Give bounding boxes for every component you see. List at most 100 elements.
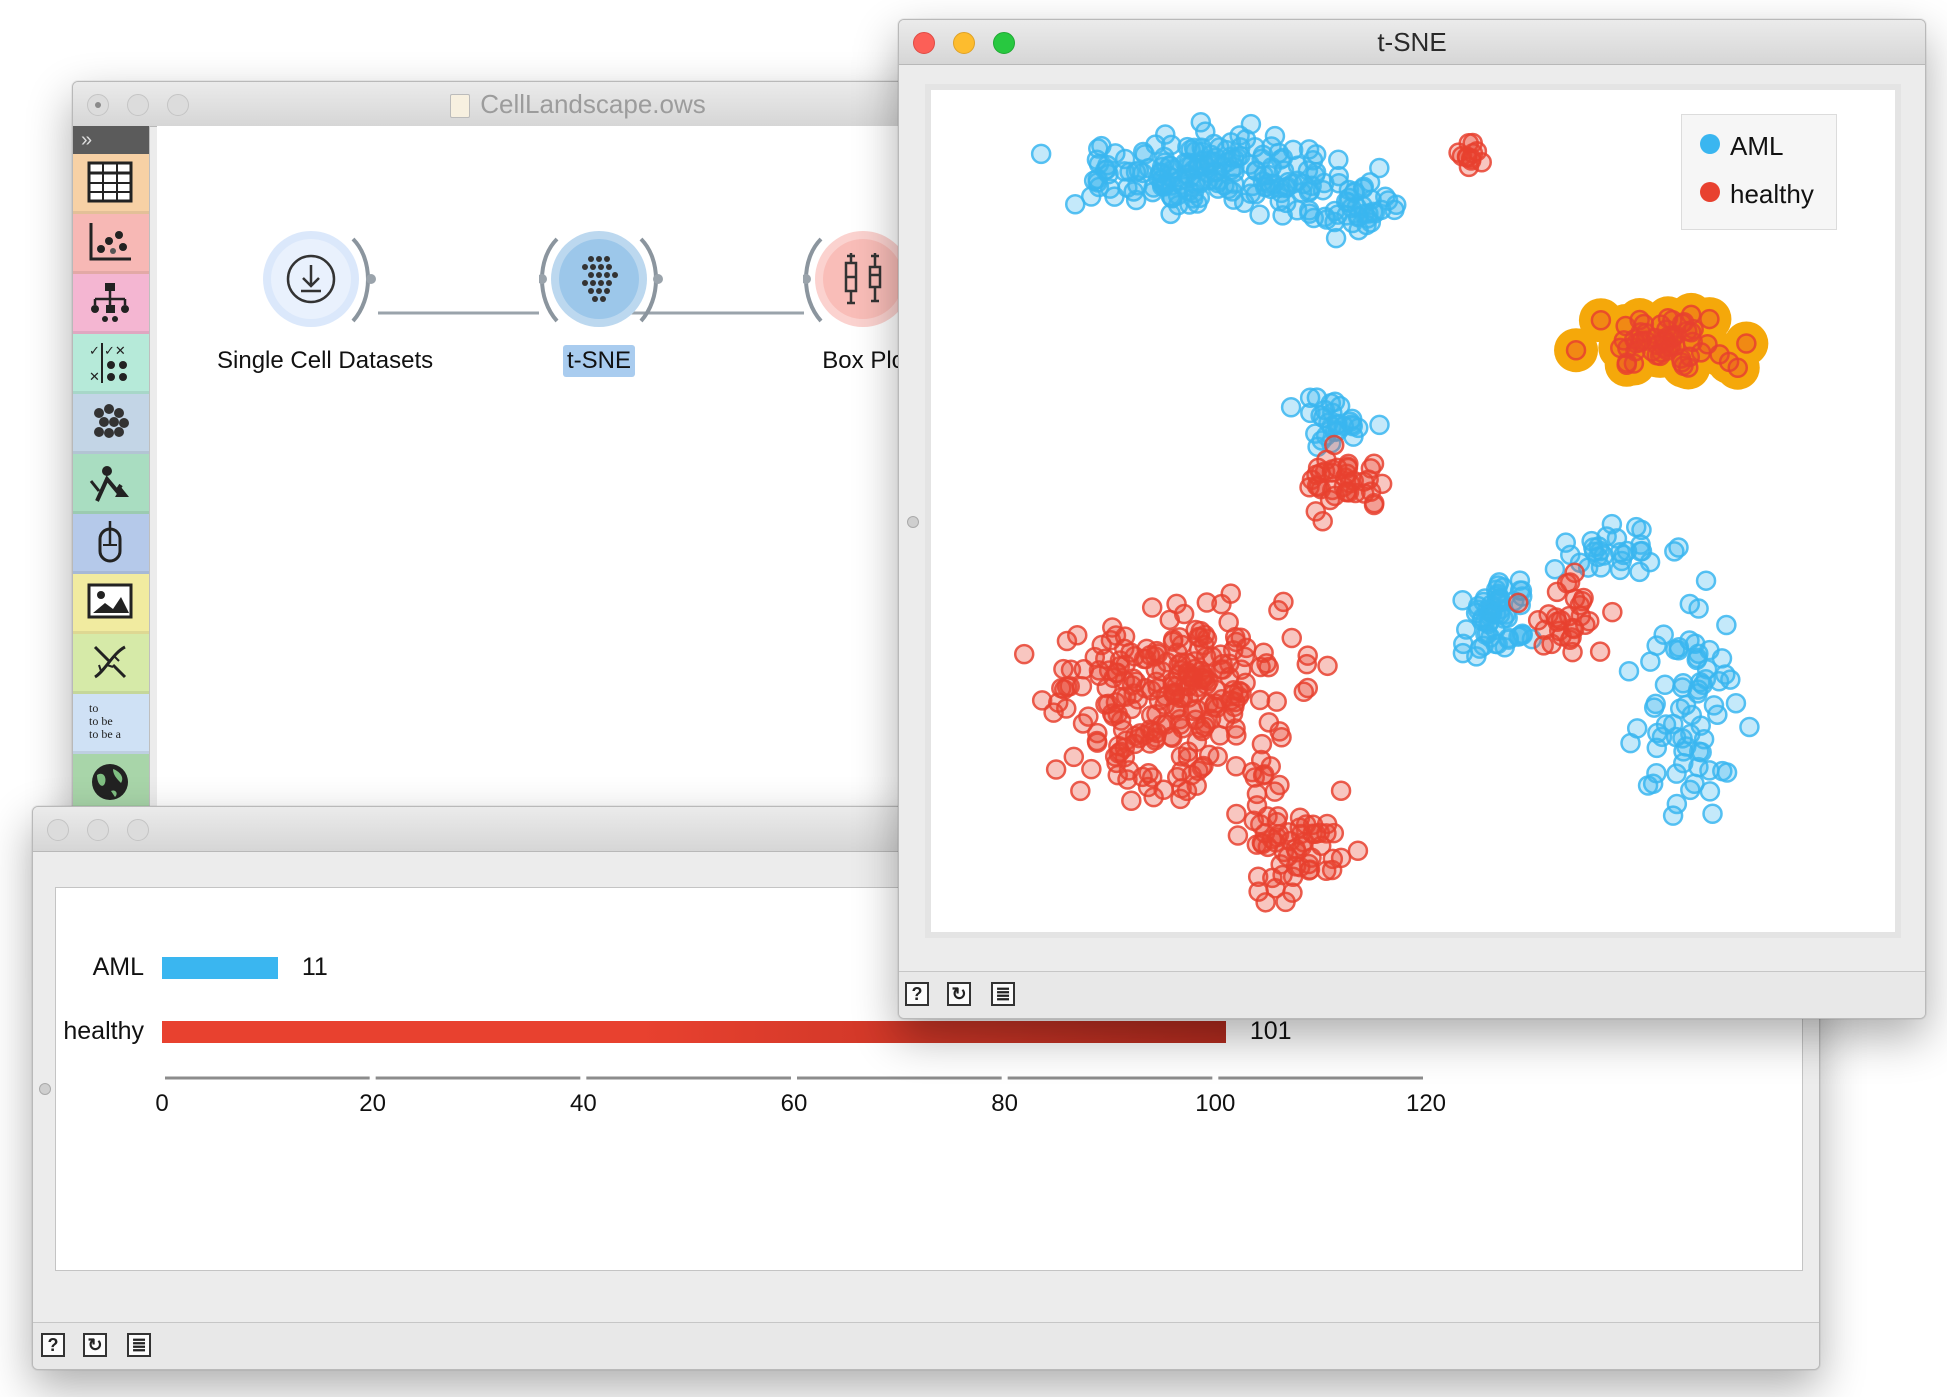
point-aml[interactable] — [1299, 387, 1321, 409]
point-healthy[interactable] — [1305, 501, 1327, 522]
point-healthy[interactable] — [1225, 631, 1247, 653]
point-aml[interactable] — [1708, 671, 1730, 692]
close-button[interactable] — [87, 94, 109, 116]
point-healthy[interactable] — [1103, 705, 1124, 727]
point-healthy[interactable] — [1081, 758, 1102, 780]
point-aml[interactable] — [1291, 182, 1313, 203]
point-aml[interactable] — [1699, 781, 1721, 802]
point-aml[interactable] — [1375, 186, 1396, 207]
point-healthy[interactable] — [1257, 806, 1278, 827]
point-aml[interactable] — [1324, 391, 1346, 412]
point-healthy[interactable] — [1655, 332, 1677, 354]
point-aml[interactable] — [1665, 639, 1686, 660]
point-aml[interactable] — [1220, 146, 1242, 168]
point-aml[interactable] — [1645, 693, 1666, 715]
point-aml[interactable] — [1160, 203, 1181, 225]
point-healthy[interactable] — [1251, 733, 1273, 755]
point-healthy[interactable] — [1629, 332, 1650, 353]
point-healthy[interactable] — [1194, 624, 1216, 646]
point-aml[interactable] — [1452, 590, 1473, 611]
point-healthy[interactable] — [1556, 573, 1578, 594]
point-aml[interactable] — [1690, 715, 1711, 736]
point-aml[interactable] — [1254, 176, 1276, 198]
point-healthy[interactable] — [1056, 698, 1077, 719]
toolbox-category-evaluate[interactable]: ✓ ✓✕ ✕ — [73, 334, 149, 394]
point-healthy[interactable] — [1364, 492, 1385, 514]
point-aml[interactable] — [1581, 530, 1602, 552]
point-healthy[interactable] — [1317, 655, 1338, 677]
point-healthy[interactable] — [1533, 635, 1554, 656]
point-healthy[interactable] — [1236, 637, 1257, 659]
point-aml[interactable] — [1688, 598, 1709, 619]
point-aml[interactable] — [1676, 736, 1697, 757]
point-aml[interactable] — [1725, 692, 1747, 714]
point-aml[interactable] — [1672, 672, 1694, 694]
point-healthy[interactable] — [1322, 848, 1344, 870]
point-aml[interactable] — [1510, 625, 1531, 646]
node-box-plot[interactable] — [801, 229, 923, 339]
point-healthy[interactable] — [1534, 619, 1555, 641]
point-healthy[interactable] — [1096, 677, 1118, 699]
point-healthy[interactable] — [1244, 767, 1265, 788]
point-healthy[interactable] — [1266, 691, 1287, 712]
close-button[interactable] — [47, 819, 69, 841]
point-healthy[interactable] — [1569, 595, 1591, 616]
point-aml[interactable] — [1272, 205, 1293, 226]
toolbox-category-time-series[interactable] — [73, 514, 149, 574]
tsne-scatter-plot[interactable] — [925, 84, 1901, 938]
point-healthy[interactable] — [1255, 892, 1276, 913]
node-tsne[interactable] — [537, 229, 663, 339]
point-aml[interactable] — [1560, 544, 1581, 566]
point-healthy[interactable] — [1086, 730, 1108, 752]
point-healthy[interactable] — [1657, 340, 1678, 361]
point-aml[interactable] — [1618, 661, 1640, 682]
point-aml[interactable] — [1030, 143, 1052, 165]
point-aml[interactable] — [1325, 227, 1347, 249]
point-aml[interactable] — [1342, 415, 1364, 437]
point-healthy[interactable] — [1078, 706, 1099, 727]
point-healthy[interactable] — [1141, 597, 1163, 618]
point-healthy[interactable] — [1246, 783, 1268, 805]
point-aml[interactable] — [1611, 550, 1633, 572]
point-healthy[interactable] — [1270, 854, 1291, 875]
point-healthy[interactable] — [1013, 643, 1035, 665]
point-aml[interactable] — [1328, 149, 1349, 170]
point-healthy[interactable] — [1314, 461, 1336, 482]
report-button[interactable]: ↻ — [947, 982, 971, 1006]
zoom-button[interactable] — [167, 94, 189, 116]
point-healthy[interactable] — [1736, 333, 1757, 354]
point-aml[interactable] — [1302, 150, 1324, 171]
point-healthy[interactable] — [1265, 878, 1286, 899]
point-healthy[interactable] — [1305, 823, 1326, 845]
toolbox-category-bioinformatics[interactable] — [73, 634, 149, 694]
point-healthy[interactable] — [1194, 716, 1215, 738]
point-aml[interactable] — [1314, 206, 1336, 228]
point-aml[interactable] — [1509, 570, 1531, 591]
point-healthy[interactable] — [1167, 664, 1189, 686]
point-healthy[interactable] — [1590, 309, 1612, 331]
point-healthy[interactable] — [1281, 627, 1303, 649]
point-healthy[interactable] — [1322, 479, 1343, 501]
splitter-handle[interactable] — [39, 1083, 51, 1095]
point-aml[interactable] — [1680, 779, 1701, 801]
point-aml[interactable] — [1662, 805, 1684, 826]
point-aml[interactable] — [1702, 803, 1723, 825]
point-healthy[interactable] — [1264, 781, 1286, 802]
point-aml[interactable] — [1280, 397, 1302, 418]
point-healthy[interactable] — [1564, 562, 1585, 583]
point-healthy[interactable] — [1247, 866, 1269, 888]
splitter-handle[interactable] — [907, 516, 919, 528]
point-aml[interactable] — [1630, 534, 1651, 555]
toolbox-toggle-button[interactable]: » — [73, 126, 149, 154]
point-healthy[interactable] — [1709, 344, 1730, 365]
point-healthy[interactable] — [1508, 592, 1529, 614]
point-healthy[interactable] — [1196, 592, 1218, 613]
toolbox-category-visualize[interactable] — [73, 214, 149, 274]
point-healthy[interactable] — [1063, 746, 1085, 768]
point-aml[interactable] — [1209, 169, 1230, 191]
point-aml[interactable] — [1486, 585, 1508, 607]
point-healthy[interactable] — [1067, 625, 1088, 646]
point-healthy[interactable] — [1170, 788, 1191, 810]
point-healthy[interactable] — [1218, 612, 1239, 633]
point-healthy[interactable] — [1315, 860, 1337, 882]
